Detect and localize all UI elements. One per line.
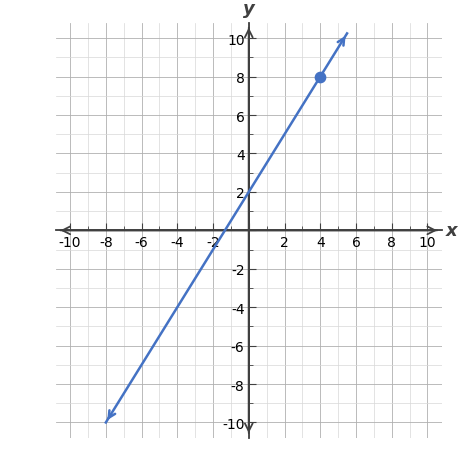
Text: y: y	[243, 0, 255, 18]
Point	[317, 74, 324, 81]
Text: x: x	[445, 222, 457, 240]
